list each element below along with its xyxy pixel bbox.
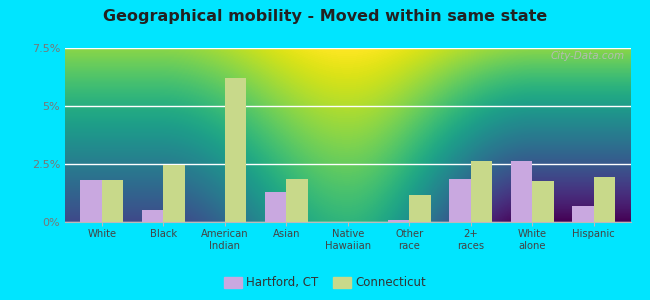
Bar: [265, 192, 286, 222]
Bar: [449, 179, 471, 222]
Bar: [142, 210, 163, 222]
Text: City-Data.com: City-Data.com: [551, 52, 625, 61]
Bar: [572, 206, 593, 222]
Legend: Hartford, CT, Connecticut: Hartford, CT, Connecticut: [219, 272, 431, 294]
Bar: [410, 195, 431, 222]
Bar: [81, 180, 102, 222]
Bar: [163, 165, 185, 222]
Bar: [511, 160, 532, 222]
Bar: [593, 177, 615, 222]
Bar: [286, 179, 308, 222]
Bar: [471, 160, 492, 222]
Bar: [225, 78, 246, 222]
Bar: [387, 220, 410, 222]
Bar: [102, 180, 124, 222]
Text: Geographical mobility - Moved within same state: Geographical mobility - Moved within sam…: [103, 9, 547, 24]
Bar: [532, 182, 554, 222]
